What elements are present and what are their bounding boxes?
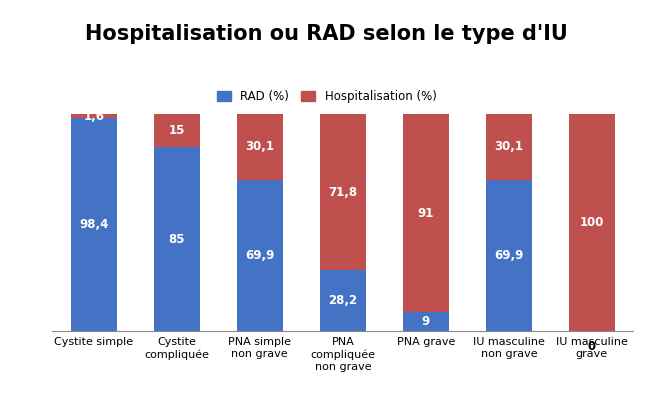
Bar <box>237 114 283 180</box>
Bar <box>486 180 532 331</box>
Bar <box>569 114 614 331</box>
Text: 30,1: 30,1 <box>494 141 523 154</box>
Text: 9: 9 <box>422 315 430 328</box>
Bar <box>320 270 366 331</box>
Bar <box>237 180 283 331</box>
Text: 71,8: 71,8 <box>328 186 357 199</box>
Text: 100: 100 <box>580 216 604 229</box>
Bar <box>71 114 117 118</box>
Text: 15: 15 <box>168 124 185 137</box>
Legend: RAD (%), Hospitalisation (%): RAD (%), Hospitalisation (%) <box>213 87 440 107</box>
Text: 69,9: 69,9 <box>245 249 274 262</box>
Text: 69,9: 69,9 <box>494 249 524 262</box>
Text: 30,1: 30,1 <box>246 141 274 154</box>
Bar <box>71 118 117 331</box>
Text: Hospitalisation ou RAD selon le type d'IU: Hospitalisation ou RAD selon le type d'I… <box>85 24 568 44</box>
Bar <box>154 147 200 331</box>
Bar <box>320 114 366 270</box>
Text: 0: 0 <box>588 340 596 353</box>
Text: 98,4: 98,4 <box>79 218 108 231</box>
Bar <box>403 114 449 312</box>
Bar <box>154 114 200 147</box>
Text: 1,6: 1,6 <box>83 109 104 122</box>
Text: 28,2: 28,2 <box>328 294 357 307</box>
Text: 85: 85 <box>168 233 185 246</box>
Bar <box>403 312 449 331</box>
Bar <box>486 114 532 180</box>
Text: 91: 91 <box>418 206 434 219</box>
